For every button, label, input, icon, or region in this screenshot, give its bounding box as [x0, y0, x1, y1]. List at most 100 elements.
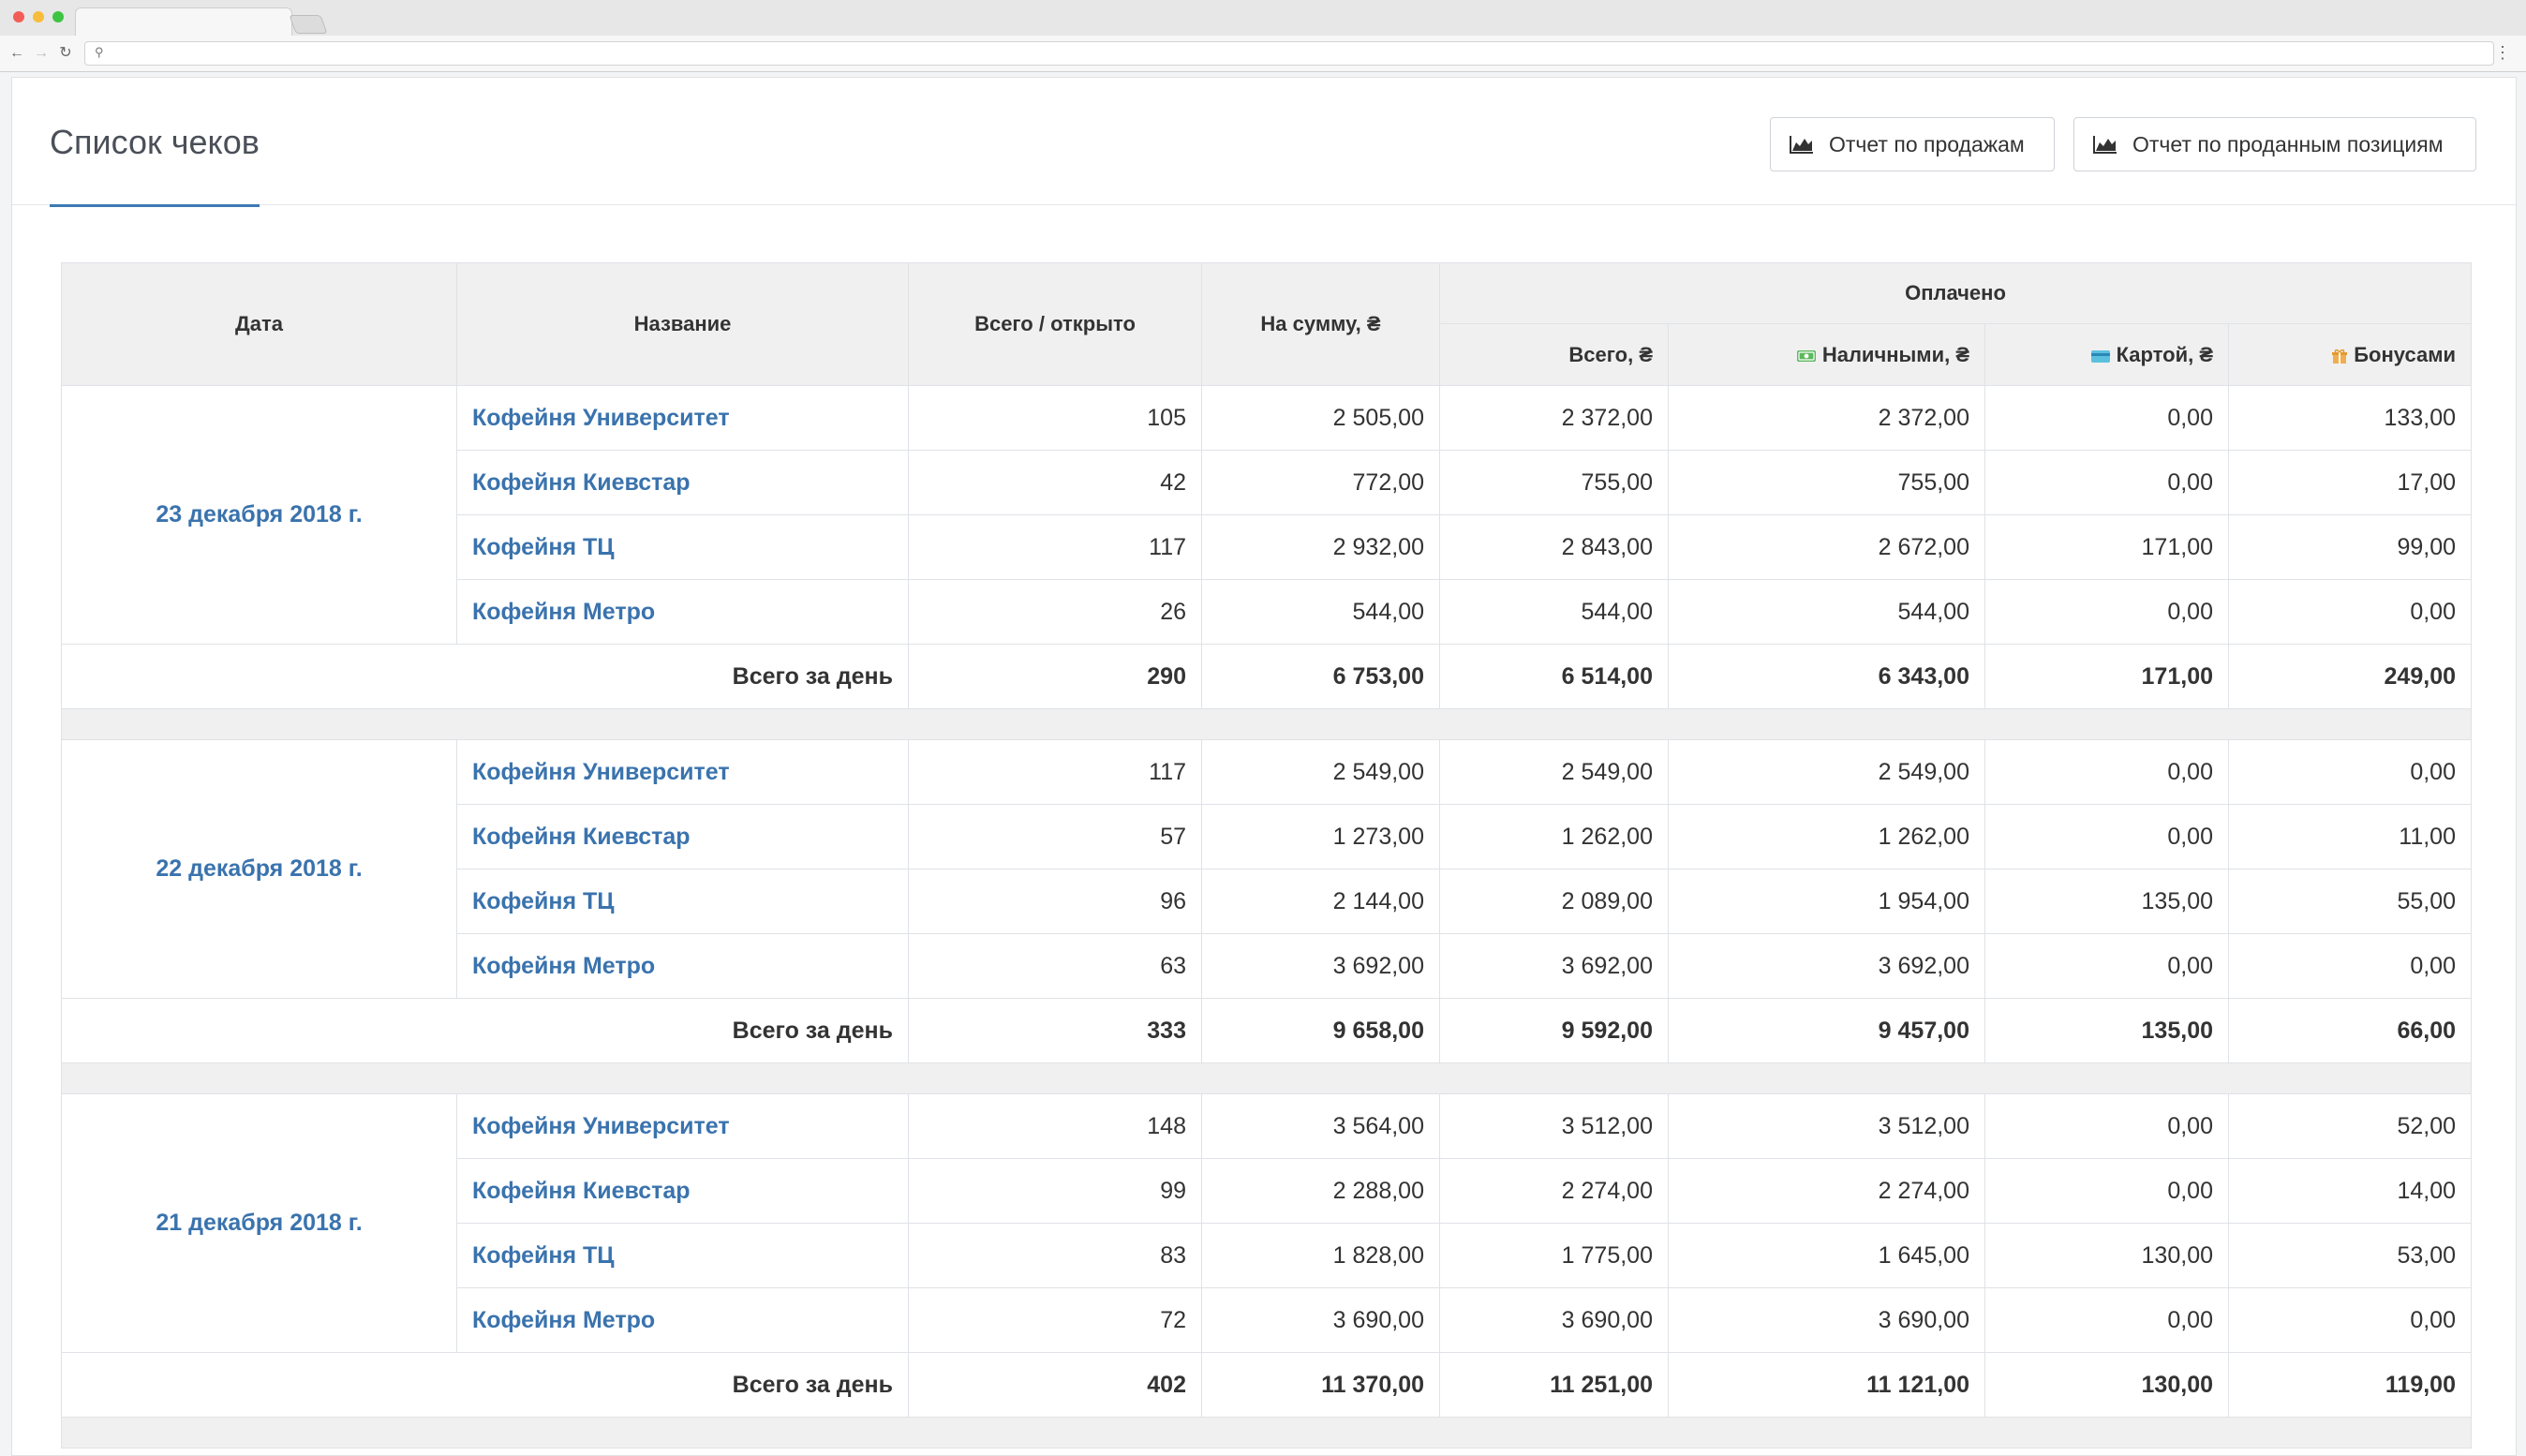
- card-cell: 0,00: [1984, 385, 2229, 451]
- total-cash-cell: 11 121,00: [1668, 1352, 1985, 1418]
- paid-cell: 3 690,00: [1439, 1287, 1669, 1353]
- browser-tab[interactable]: [75, 7, 292, 37]
- sum-cell: 544,00: [1201, 579, 1440, 645]
- sales-report-button[interactable]: Отчет по продажам: [1770, 117, 2055, 171]
- header-card[interactable]: Картой, ₴: [1984, 323, 2229, 386]
- paid-cell: 755,00: [1439, 450, 1669, 515]
- receipts-table-body: 23 декабря 2018 г. Кофейня Университет 1…: [61, 385, 2472, 1449]
- header-paid: Оплачено: [1439, 262, 2472, 324]
- paid-cell: 2 549,00: [1439, 739, 1669, 805]
- count-cell: 117: [908, 739, 1202, 805]
- count-cell: 105: [908, 385, 1202, 451]
- header-name[interactable]: Название: [456, 262, 909, 386]
- table-row: Кофейня ТЦ 83 1 828,00 1 775,00 1 645,00…: [62, 1223, 2472, 1288]
- bonus-cell: 0,00: [2228, 933, 2472, 999]
- card-cell: 130,00: [1984, 1223, 2229, 1288]
- day-date-cell: 21 декабря 2018 г.: [61, 1093, 457, 1353]
- shop-name-cell: Кофейня Университет: [456, 739, 909, 805]
- new-tab-button[interactable]: [289, 15, 328, 34]
- paid-cell: 2 372,00: [1439, 385, 1669, 451]
- sum-cell: 3 564,00: [1201, 1093, 1440, 1159]
- shop-name-cell: Кофейня Киевстар: [456, 450, 909, 515]
- shop-link[interactable]: Кофейня ТЦ: [472, 533, 615, 560]
- cash-cell: 1 645,00: [1668, 1223, 1985, 1288]
- paid-cell: 2 274,00: [1439, 1158, 1669, 1224]
- back-arrow-icon[interactable]: ←: [9, 45, 24, 61]
- header-sum[interactable]: На сумму, ₴: [1201, 262, 1440, 386]
- card-cell: 0,00: [1984, 1287, 2229, 1353]
- shop-link[interactable]: Кофейня ТЦ: [472, 1241, 615, 1269]
- total-bonus-cell: 66,00: [2228, 998, 2472, 1063]
- shop-link[interactable]: Кофейня Киевстар: [472, 1177, 691, 1204]
- count-cell: 96: [908, 869, 1202, 934]
- address-bar[interactable]: ⚲: [84, 41, 2494, 66]
- header-paid-total[interactable]: Всего, ₴: [1439, 323, 1669, 386]
- receipts-table: Дата Название Всего / открыто На сумму, …: [61, 262, 2472, 1449]
- page-header: Список чеков Отчет по продажам Отчет по …: [12, 78, 2516, 207]
- maximize-window-button[interactable]: [52, 11, 64, 22]
- minimize-window-button[interactable]: [33, 11, 44, 22]
- close-window-button[interactable]: [13, 11, 24, 22]
- shop-link[interactable]: Кофейня Университет: [472, 758, 730, 785]
- cash-cell: 2 372,00: [1668, 385, 1985, 451]
- count-cell: 83: [908, 1223, 1202, 1288]
- shop-name-cell: Кофейня Киевстар: [456, 804, 909, 869]
- day-date-link[interactable]: 21 декабря 2018 г.: [156, 1210, 363, 1236]
- paid-cell: 3 512,00: [1439, 1093, 1669, 1159]
- bonus-cell: 99,00: [2228, 514, 2472, 580]
- items-report-button[interactable]: Отчет по проданным позициям: [2073, 117, 2476, 171]
- header-total-open[interactable]: Всего / открыто: [908, 262, 1202, 386]
- shop-link[interactable]: Кофейня ТЦ: [472, 887, 615, 914]
- total-sum-cell: 6 753,00: [1201, 644, 1440, 709]
- header-date[interactable]: Дата: [61, 262, 457, 386]
- total-card-cell: 130,00: [1984, 1352, 2229, 1418]
- bonus-cell: 133,00: [2228, 385, 2472, 451]
- card-cell: 0,00: [1984, 739, 2229, 805]
- shop-name-cell: Кофейня Киевстар: [456, 1158, 909, 1224]
- shop-link[interactable]: Кофейня Киевстар: [472, 823, 691, 850]
- shop-link[interactable]: Кофейня Метро: [472, 598, 656, 625]
- day-total-label: Всего за день: [61, 1352, 909, 1418]
- sum-cell: 2 288,00: [1201, 1158, 1440, 1224]
- day-total-label: Всего за день: [61, 644, 909, 709]
- cash-cell: 3 692,00: [1668, 933, 1985, 999]
- shop-name-cell: Кофейня Университет: [456, 385, 909, 451]
- total-cash-cell: 6 343,00: [1668, 644, 1985, 709]
- bonus-cell: 0,00: [2228, 739, 2472, 805]
- card-cell: 0,00: [1984, 450, 2229, 515]
- shop-link[interactable]: Кофейня Университет: [472, 404, 730, 431]
- shop-name-cell: Кофейня Метро: [456, 933, 909, 999]
- sum-cell: 2 549,00: [1201, 739, 1440, 805]
- shop-link[interactable]: Кофейня Киевстар: [472, 468, 691, 496]
- header-cash[interactable]: Наличными, ₴: [1668, 323, 1985, 386]
- shop-link[interactable]: Кофейня Метро: [472, 1306, 656, 1333]
- count-cell: 63: [908, 933, 1202, 999]
- header-bonus[interactable]: Бонусами: [2228, 323, 2472, 386]
- day-separator-cell: [61, 1062, 2472, 1094]
- credit-card-icon: [2090, 349, 2110, 363]
- cash-cell: 2 672,00: [1668, 514, 1985, 580]
- day-date-link[interactable]: 23 декабря 2018 г.: [156, 501, 363, 527]
- page-container: Список чеков Отчет по продажам Отчет по …: [11, 77, 2517, 1456]
- day-date-link[interactable]: 22 декабря 2018 г.: [156, 855, 363, 882]
- card-cell: 0,00: [1984, 933, 2229, 999]
- area-chart-icon: [2093, 136, 2117, 154]
- shop-link[interactable]: Кофейня Метро: [472, 952, 656, 979]
- table-row: 22 декабря 2018 г. Кофейня Университет 1…: [61, 739, 2472, 999]
- paid-cell: 3 692,00: [1439, 933, 1669, 999]
- shop-name-cell: Кофейня Университет: [456, 1093, 909, 1159]
- count-cell: 57: [908, 804, 1202, 869]
- shop-link[interactable]: Кофейня Университет: [472, 1112, 730, 1139]
- day-total-row: Всего за день 333 9 658,00 9 592,00 9 45…: [61, 998, 2472, 1063]
- bonus-cell: 17,00: [2228, 450, 2472, 515]
- browser-menu-icon[interactable]: ⋮: [2494, 43, 2511, 62]
- sum-cell: 772,00: [1201, 450, 1440, 515]
- paid-cell: 1 775,00: [1439, 1223, 1669, 1288]
- bonus-cell: 0,00: [2228, 579, 2472, 645]
- shop-name-cell: Кофейня ТЦ: [456, 869, 909, 934]
- card-cell: 0,00: [1984, 1093, 2229, 1159]
- forward-arrow-icon[interactable]: →: [34, 45, 49, 61]
- day-separator-cell: [61, 1417, 2472, 1449]
- card-cell: 0,00: [1984, 804, 2229, 869]
- reload-icon[interactable]: ↻: [59, 45, 72, 61]
